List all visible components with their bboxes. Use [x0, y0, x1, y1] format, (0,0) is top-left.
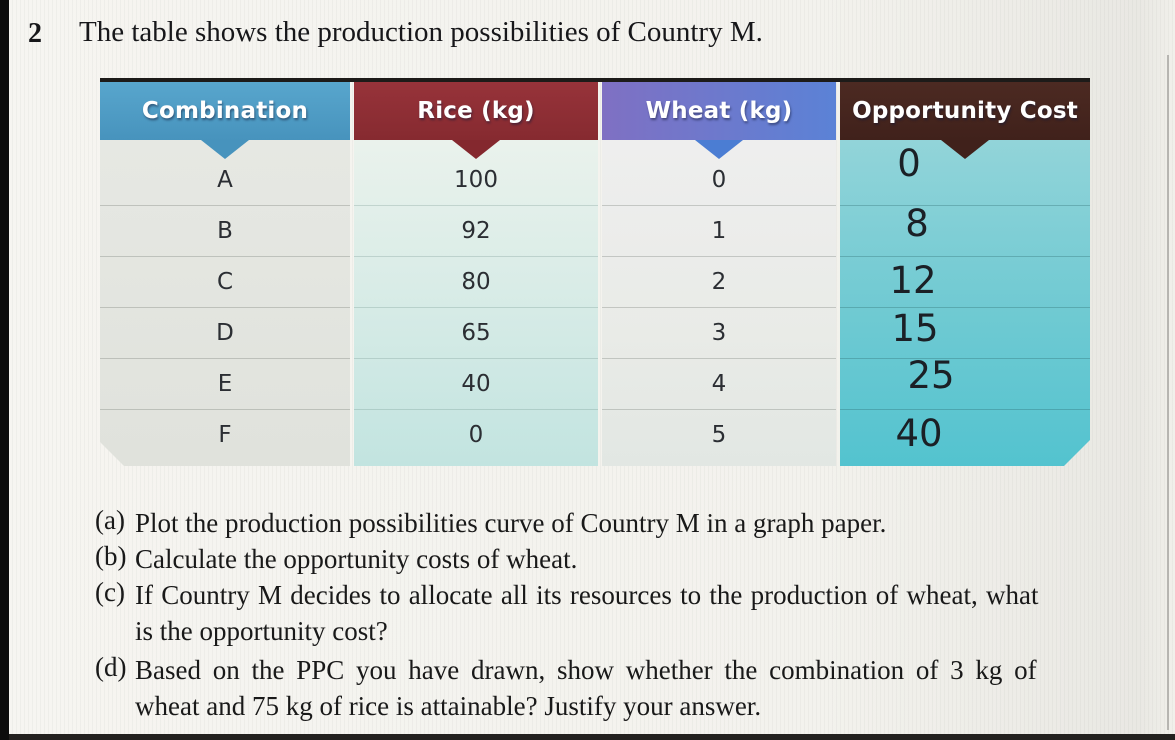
table-row: 25	[840, 358, 1090, 409]
question-d: (d) Based on the PPC you have drawn, sho…	[95, 652, 1087, 724]
cell-wheat: 3	[711, 320, 727, 346]
header-combination: Combination	[100, 82, 350, 140]
table-row: E	[100, 358, 350, 409]
column-wheat: Wheat (kg) 0 1 2 3 4 5	[602, 82, 836, 466]
page-edge-line	[1167, 55, 1169, 730]
cell-wheat: 1	[711, 218, 727, 244]
table-row: C	[100, 256, 350, 307]
cell-rice: 0	[468, 422, 484, 448]
table-row: 40	[354, 358, 598, 409]
column-rice: Rice (kg) 100 92 80 65 40 0	[354, 82, 598, 466]
header-opportunity-cost: Opportunity Cost	[840, 82, 1090, 140]
cell-combination: A	[217, 166, 233, 193]
wheat-rows: 0 1 2 3 4 5	[602, 140, 836, 466]
cell-rice: 80	[461, 269, 491, 295]
question-d-text: Based on the PPC you have drawn, show wh…	[135, 655, 1037, 721]
scan-bottom-edge-bar	[9, 734, 1175, 740]
table-row: A	[100, 154, 350, 205]
production-possibilities-table: Combination A B C D E F Rice (kg) 100 92…	[100, 78, 1090, 466]
table-row: B	[100, 205, 350, 256]
cell-rice: 65	[461, 320, 491, 346]
opportunity-cost-header-notch-icon	[941, 140, 989, 159]
wheat-header-notch-icon	[695, 140, 743, 159]
cell-opportunity-cost: 12	[889, 258, 937, 302]
cell-combination: F	[218, 422, 232, 448]
cell-opportunity-cost: 8	[905, 201, 929, 245]
header-wheat: Wheat (kg)	[602, 82, 836, 140]
cell-wheat: 4	[711, 371, 727, 397]
table-row: 65	[354, 307, 598, 358]
question-b: (b) Calculate the opportunity costs of w…	[95, 541, 1087, 577]
cell-opportunity-cost: 25	[907, 353, 955, 397]
cell-rice: 40	[461, 371, 491, 397]
table-row: 0	[840, 154, 1090, 205]
table-row: 8	[840, 205, 1090, 256]
table-row: 2	[602, 256, 836, 307]
table-row: 4	[602, 358, 836, 409]
table-row: 3	[602, 307, 836, 358]
cell-rice: 100	[454, 166, 498, 193]
header-rice: Rice (kg)	[354, 82, 598, 140]
table-row: D	[100, 307, 350, 358]
page-title: The table shows the production possibili…	[79, 16, 763, 48]
table-row: F	[100, 409, 350, 460]
column-opportunity-cost: Opportunity Cost 0 8 12 15 25 40	[840, 82, 1090, 466]
cell-combination: D	[216, 320, 234, 346]
question-a: (a) Plot the production possibilities cu…	[95, 505, 1087, 541]
question-c: (c) If Country M decides to allocate all…	[95, 577, 1087, 649]
table-row: 12	[840, 256, 1090, 307]
cell-wheat: 5	[711, 422, 727, 448]
table-row: 5	[602, 409, 836, 460]
table-row: 0	[602, 154, 836, 205]
column-combination: Combination A B C D E F	[100, 82, 350, 466]
question-a-label: (a)	[95, 505, 125, 535]
question-d-label: (d)	[95, 652, 127, 682]
question-b-label: (b)	[95, 541, 127, 571]
table-row: 40	[840, 409, 1090, 460]
rice-rows: 100 92 80 65 40 0	[354, 140, 598, 466]
cell-combination: E	[217, 371, 233, 397]
table-row: 92	[354, 205, 598, 256]
combination-header-notch-icon	[201, 140, 249, 159]
cell-opportunity-cost: 0	[897, 142, 921, 185]
cell-opportunity-cost: 40	[895, 411, 943, 455]
cell-wheat: 0	[711, 166, 727, 193]
exercise-number: 2	[28, 18, 42, 49]
cell-rice: 92	[461, 218, 491, 244]
table-row: 0	[354, 409, 598, 460]
table-row: 80	[354, 256, 598, 307]
question-a-text: Plot the production possibilities curve …	[135, 508, 887, 538]
question-c-text: If Country M decides to allocate all its…	[135, 580, 1039, 646]
table-row: 100	[354, 154, 598, 205]
table-row: 15	[840, 307, 1090, 358]
rice-header-notch-icon	[452, 140, 500, 159]
cell-opportunity-cost: 15	[891, 306, 939, 350]
question-b-text: Calculate the opportunity costs of wheat…	[135, 544, 578, 574]
table-row: 1	[602, 205, 836, 256]
cell-wheat: 2	[711, 269, 727, 295]
combination-rows: A B C D E F	[100, 140, 350, 466]
question-c-label: (c)	[95, 577, 125, 607]
opportunity-cost-rows: 0 8 12 15 25 40	[840, 140, 1090, 466]
question-list: (a) Plot the production possibilities cu…	[95, 505, 1087, 724]
scan-left-edge-bar	[0, 0, 9, 740]
cell-combination: C	[216, 269, 234, 295]
cell-combination: B	[217, 218, 233, 244]
